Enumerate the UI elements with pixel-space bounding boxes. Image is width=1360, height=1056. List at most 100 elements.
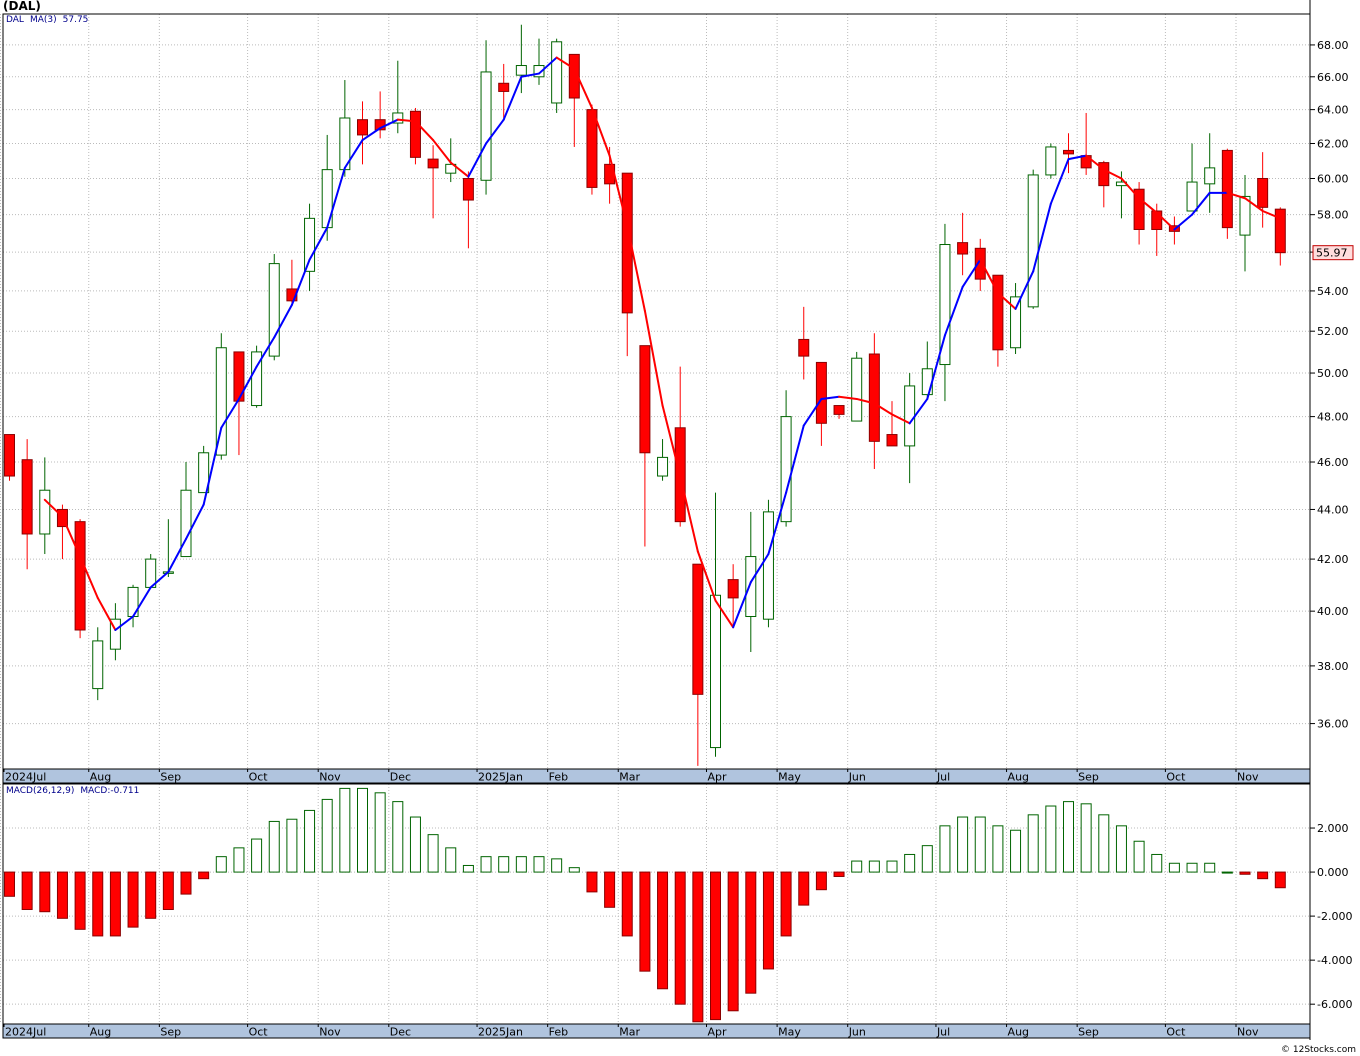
ma-segment (132, 586, 152, 618)
macd-bar (427, 834, 439, 873)
month-label: Sep (1078, 1026, 1099, 1039)
month-label: Aug (1008, 1026, 1029, 1039)
month-band (2, 1023, 1311, 1039)
price-panel (4, 24, 1286, 766)
macd-bar (674, 871, 686, 1005)
candle (1151, 203, 1163, 256)
candle (727, 564, 739, 628)
candle-body (304, 217, 316, 272)
ma-segment (661, 404, 682, 478)
macd-bar (710, 871, 721, 1021)
month-label: Jul (936, 771, 950, 784)
candle-body (1257, 177, 1269, 208)
price-frame (2, 13, 1311, 770)
ma-segment (432, 139, 452, 164)
candle-body (21, 459, 33, 535)
candle (409, 107, 421, 165)
ma-segment (326, 166, 346, 229)
candle-body (1027, 174, 1039, 308)
ma-line (43, 56, 1282, 631)
macd-bar (462, 864, 474, 873)
candle-body (621, 172, 633, 314)
credit-text: © 12Stocks.com (1281, 1045, 1356, 1055)
ma-segment (714, 599, 735, 629)
candle (251, 345, 263, 408)
candle-body (251, 351, 263, 407)
candle-body (745, 556, 757, 618)
candle (657, 439, 669, 481)
ma-segment (608, 154, 629, 227)
macd-bar (357, 787, 368, 873)
ma-segment (908, 397, 929, 425)
macd-panel (4, 787, 1286, 1023)
macd-bar (780, 871, 792, 937)
macd-bar (974, 816, 986, 873)
macd-bar (921, 845, 933, 873)
candle-body (286, 288, 298, 302)
ma-segment (308, 226, 329, 261)
month-label: Aug (1008, 771, 1029, 784)
month-label: Mar (619, 1026, 640, 1039)
candle (462, 171, 474, 249)
ma-segment (626, 224, 646, 312)
candle-body (515, 65, 527, 76)
macd-bar (21, 871, 33, 911)
candle-body (886, 434, 898, 447)
macd-bar (551, 858, 563, 873)
price-axis: 36.00 38.00 40.00 42.00 44.00 46.00 48.00 50.00… (1310, 39, 1349, 731)
candle (1168, 216, 1180, 245)
candle-body (1133, 188, 1145, 230)
ma-segment (1155, 211, 1176, 231)
ma-segment (679, 475, 699, 553)
ma-segment (820, 395, 841, 400)
macd-bar (339, 787, 351, 873)
ma-segment (1261, 209, 1282, 220)
macd-bar (568, 867, 580, 873)
ma-segment (185, 503, 205, 540)
ma-segment (449, 161, 470, 178)
ma-segment (220, 397, 240, 429)
candle (74, 519, 86, 639)
candle-body (921, 368, 933, 396)
candle-body (692, 563, 704, 695)
ma-segment (1102, 168, 1123, 180)
candle (357, 101, 368, 165)
candle-body (957, 242, 969, 255)
macd-bar (1186, 862, 1198, 873)
candle (868, 333, 880, 470)
macd-label: MACD(26,12,9) (6, 786, 75, 796)
macd-bar (1080, 803, 1092, 873)
macd-bar (886, 860, 898, 873)
macd-bar (1098, 814, 1110, 873)
ma-segment (1226, 191, 1246, 200)
macd-value: MACD:-0.711 (80, 786, 140, 796)
month-label: May (778, 1026, 801, 1039)
macd-bar (957, 816, 969, 873)
month-label: Jul (936, 1026, 950, 1039)
macd-bar (321, 798, 333, 873)
ma-segment (785, 424, 805, 494)
candle-body (710, 594, 721, 749)
candle-body (1045, 146, 1057, 176)
candle (957, 212, 969, 276)
candle-body (533, 65, 545, 78)
macd-bar (109, 871, 121, 937)
ma-segment (343, 139, 364, 169)
candle (815, 361, 827, 446)
macd-bar (1115, 825, 1127, 873)
price-tick-label: 46.00 (1317, 456, 1349, 469)
ma-segment (79, 555, 99, 599)
price-tick-label: 68.00 (1317, 39, 1349, 52)
macd-bar (621, 871, 633, 937)
candle-body (462, 177, 474, 201)
candle (233, 351, 245, 456)
ma-segment (749, 553, 770, 584)
candle (780, 390, 792, 527)
macd-bar (692, 871, 704, 1023)
candle (392, 60, 404, 134)
candle-body (939, 244, 951, 366)
candle-body (109, 618, 121, 650)
ma-segment (943, 285, 964, 337)
candle (145, 554, 157, 588)
month-label: Oct (249, 1026, 269, 1039)
